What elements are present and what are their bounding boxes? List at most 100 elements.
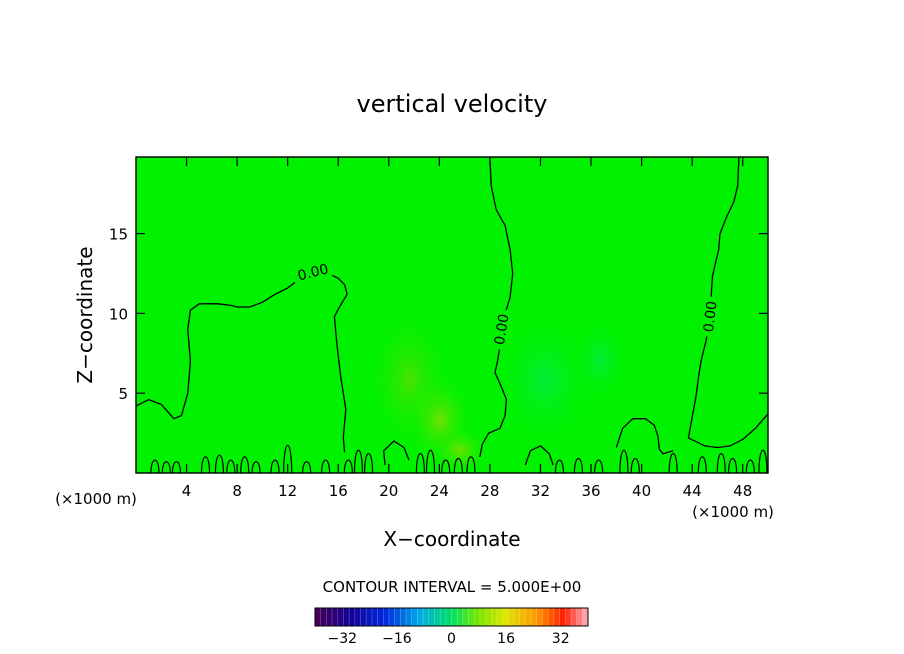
x-unit-right: (×1000 m): [692, 503, 774, 521]
colorbar-tick-label: 16: [497, 631, 515, 647]
colorbar-swatch: [445, 608, 452, 626]
contour-label: 0.00: [296, 261, 330, 284]
y-tick-label: 5: [118, 385, 128, 403]
x-tick-label: 8: [232, 482, 242, 500]
surface-contour: [270, 459, 280, 473]
surface-contour: [573, 457, 583, 473]
x-tick-label: 40: [632, 482, 651, 500]
y-axis-label: Z−coordinate: [73, 246, 97, 383]
colorbar-swatch: [377, 608, 384, 626]
surface-contour: [697, 456, 707, 473]
zero-contour-line: [524, 445, 554, 466]
colorbar-swatch: [394, 608, 401, 626]
x-tick-label: 32: [531, 482, 550, 500]
colorbar-swatch: [502, 608, 509, 626]
colorbar-swatch: [337, 608, 344, 626]
colorbar-swatch: [440, 608, 447, 626]
x-tick-label: 44: [683, 482, 702, 500]
x-tick-label: 4: [182, 482, 192, 500]
colorbar-swatch: [508, 608, 515, 626]
colorbar-swatch: [366, 608, 373, 626]
colorbar-swatch: [582, 608, 589, 626]
x-tick-label: 48: [733, 482, 752, 500]
colorbar-swatch: [525, 608, 532, 626]
contour-label: 0.00: [492, 313, 513, 346]
colorbar-swatch: [360, 608, 367, 626]
colorbar-swatch: [553, 608, 560, 626]
surface-contour: [161, 461, 171, 473]
colorbar-swatch: [519, 608, 526, 626]
surface-contour: [668, 452, 678, 473]
surface-contour: [728, 457, 738, 473]
x-tick-label: 28: [480, 482, 499, 500]
surface-contour: [200, 456, 211, 473]
zero-contour-line: [615, 418, 674, 455]
surface-contour: [251, 461, 261, 473]
surface-contour: [415, 452, 425, 473]
colorbar-swatch: [457, 608, 464, 626]
surface-contour: [283, 444, 293, 473]
colorbar-swatch: [371, 608, 378, 626]
x-axis-label: X−coordinate: [383, 527, 520, 551]
colorbar-swatch: [462, 608, 469, 626]
colorbar-swatch: [423, 608, 430, 626]
surface-contour: [745, 459, 755, 473]
colorbar-swatch: [428, 608, 435, 626]
x-tick-label: 20: [379, 482, 398, 500]
colorbar-swatch: [491, 608, 498, 626]
colorbar-swatch: [474, 608, 481, 626]
colorbar-swatch: [400, 608, 407, 626]
surface-contour: [302, 461, 312, 473]
x-tick-label: 16: [329, 482, 348, 500]
velocity-shading: [365, 305, 630, 473]
colorbar-swatch: [570, 608, 577, 626]
colorbar-frame: [314, 607, 589, 627]
y-tick-label: 15: [109, 226, 128, 244]
surface-contour: [554, 459, 565, 473]
colorbar-swatch: [468, 608, 475, 626]
colorbar: −32 −16 0 16 32: [314, 607, 589, 647]
surface-contour: [343, 459, 353, 473]
surface-contour: [171, 461, 182, 473]
colorbar-tick-label: −32: [328, 631, 358, 647]
contour-label-bg: [490, 308, 513, 351]
colorbar-tick-label: 32: [552, 631, 570, 647]
contour-label-bg: [291, 259, 335, 285]
x-unit-left: (×1000 m): [55, 490, 137, 508]
colorbar-swatch: [497, 608, 503, 626]
colorbar-tick-label: 0: [447, 631, 456, 647]
colorbar-swatch: [411, 608, 418, 626]
surface-contour: [619, 449, 629, 473]
x-tick-label: 12: [278, 482, 297, 500]
zero-contour-line: [136, 271, 348, 453]
surface-contour: [425, 449, 436, 473]
colorbar-swatch: [434, 608, 441, 626]
colorbar-swatch: [406, 608, 412, 626]
chart-title: vertical velocity: [357, 90, 548, 118]
surface-contour: [594, 459, 604, 473]
contour-interval: CONTOUR INTERVAL = 5.000E+00: [323, 578, 582, 596]
surface-contour: [353, 449, 364, 473]
colorbar-tick-label: −16: [382, 631, 412, 647]
colorbar-swatch: [326, 608, 333, 626]
x-tick-label: 24: [430, 482, 449, 500]
surface-contour: [466, 456, 476, 473]
colorbar-swatch: [565, 608, 572, 626]
colorbar-swatch: [332, 608, 339, 626]
zero-contour-line: [687, 157, 768, 449]
colorbar-swatch: [548, 608, 555, 626]
surface-contour: [150, 459, 160, 473]
contour-label-bg: [699, 295, 721, 338]
colorbar-swatch: [383, 608, 390, 626]
contour-labels: 0.00 0.00 0.00: [291, 259, 721, 351]
colorbar-swatch: [354, 608, 361, 626]
contour-label: 0.00: [701, 300, 721, 333]
surface-contour: [214, 454, 225, 473]
colorbar-swatch: [536, 608, 543, 626]
x-tick-label: 36: [581, 482, 600, 500]
zero-contour-line: [383, 440, 410, 466]
plot-frame: [135, 156, 769, 474]
colorbar-swatch: [320, 608, 327, 626]
